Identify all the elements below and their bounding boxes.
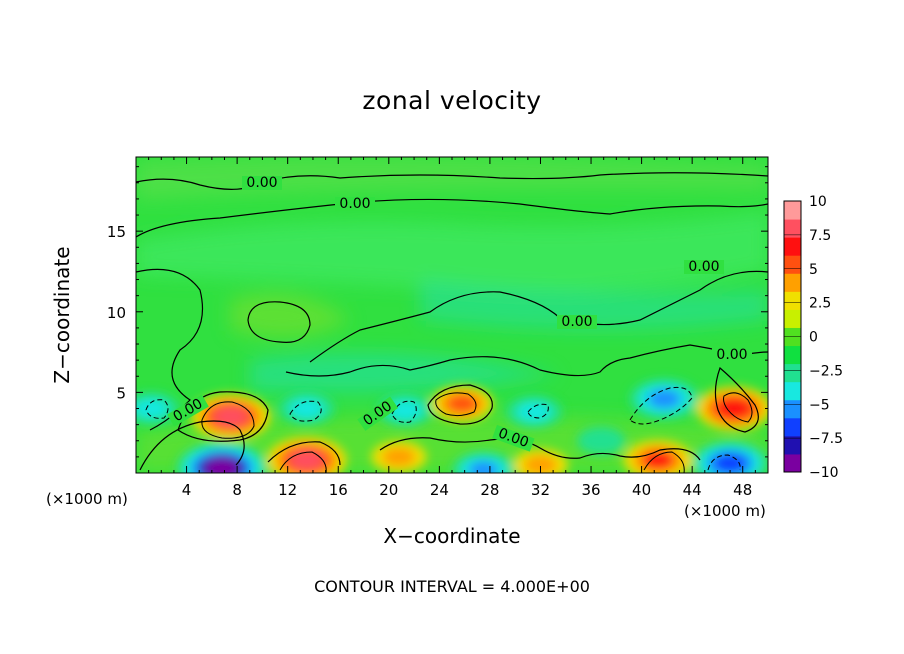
field-band: [136, 212, 768, 293]
contour-label: 0.00: [688, 259, 719, 275]
positive-core: [523, 455, 558, 473]
contour-label-bg: [357, 396, 399, 431]
colorbar-swatch: [784, 435, 801, 455]
negative-contour: [629, 387, 693, 425]
colorbar-tick-label: 5: [809, 262, 818, 278]
x-tick-label: 48: [733, 481, 752, 499]
field-band: [136, 157, 768, 200]
zero-contour: [139, 420, 245, 471]
zero-contour: [136, 172, 768, 190]
contour-label: 0.00: [561, 314, 592, 330]
positive-core: [382, 447, 416, 467]
negative-core: [388, 400, 423, 420]
negative-core: [289, 398, 324, 419]
colorbar-swatch: [784, 219, 801, 238]
colorbar-swatch: [784, 201, 801, 220]
colorbar-tick-label: 2.5: [809, 296, 831, 312]
colorbar-tick-label: −2.5: [809, 363, 843, 379]
contour-label: 0.00: [716, 347, 747, 363]
heatmap-field: [136, 157, 768, 473]
zero-contour: [177, 391, 269, 442]
positive-core: [290, 450, 324, 470]
y-tick-label: 5: [116, 384, 126, 402]
x-tick-label: 24: [430, 481, 449, 499]
negative-contour: [145, 399, 169, 419]
colorbar-swatch: [784, 237, 801, 256]
positive-contour: [435, 392, 477, 417]
positive-contour: [201, 401, 255, 439]
contour-label-bg: [557, 315, 597, 329]
x-tick-label: 40: [632, 481, 651, 499]
y-tick-label: 15: [107, 223, 126, 241]
x-tick-label: 20: [379, 481, 398, 499]
colorbar-swatch: [784, 399, 801, 419]
colorbar-tick-label: −5: [809, 397, 830, 413]
colorbar-tick-label: 0: [809, 330, 818, 346]
negative-core: [714, 454, 746, 473]
x-tick-label: 4: [182, 481, 192, 499]
contour-label-bg: [167, 394, 209, 427]
colorbar-swatch: [784, 309, 801, 328]
contour-label-bg: [712, 348, 752, 362]
positive-contour: [279, 451, 327, 473]
zero-contour: [267, 441, 341, 466]
colorbar-swatch: [784, 381, 801, 401]
x-tick-label: 28: [480, 481, 499, 499]
negative-contour: [707, 454, 741, 471]
positive-contour: [643, 451, 685, 473]
contour-interval-label: CONTOUR INTERVAL = 4.000E+00: [314, 577, 590, 596]
contour-label: 0.00: [339, 196, 370, 212]
zero-contour: [309, 270, 768, 363]
negative-core: [136, 398, 168, 419]
zero-contour: [247, 301, 311, 343]
field-band: [420, 280, 768, 330]
colorbar-tick-label: 10: [809, 194, 827, 210]
negative-contour: [527, 403, 549, 419]
positive-core: [447, 395, 478, 413]
x-axis-label: X−coordinate: [383, 524, 521, 548]
colorbar-swatch: [784, 273, 801, 292]
x-unit-label-right: (×1000 m): [684, 502, 766, 520]
colorbar-swatch: [784, 417, 801, 437]
x-tick-label: 8: [232, 481, 242, 499]
contour-label: 0.00: [246, 175, 277, 191]
colorbar-tick-label: −7.5: [809, 431, 843, 447]
x-tick-label: 44: [683, 481, 702, 499]
contour-label-bg: [242, 176, 282, 190]
colorbar-swatch: [784, 345, 801, 365]
positive-core: [718, 399, 750, 418]
colorbar: 10 7.5 5 2.5 0 −2.5 −5 −7.5 −10: [783, 194, 843, 481]
contour-label-bg: [335, 197, 375, 211]
colorbar-swatch: [784, 363, 801, 383]
colorbar-tick-label: −10: [809, 465, 839, 481]
x-tick-label: 32: [531, 481, 550, 499]
negative-contour: [289, 400, 322, 422]
positive-contour: [723, 392, 753, 423]
zero-contour: [427, 384, 493, 425]
contour-label-bg: [684, 260, 724, 274]
negative-core: [647, 389, 681, 409]
negative-core: [468, 461, 499, 473]
x-tick-label: 12: [278, 481, 297, 499]
colorbar-swatch: [784, 255, 801, 274]
zero-contour: [379, 437, 701, 461]
negative-core: [205, 458, 239, 473]
x-unit-label-left: (×1000 m): [46, 490, 128, 508]
chart-title: zonal velocity: [362, 86, 542, 115]
zero-contour: [714, 366, 759, 433]
y-tick-label: 10: [107, 304, 126, 322]
colorbar-tick-label: 7.5: [809, 228, 831, 244]
contour-label-bg: [492, 424, 535, 452]
negative-core: [586, 432, 616, 450]
x-tick-label: 16: [329, 481, 348, 499]
zero-contour: [136, 198, 768, 238]
field-band: [250, 352, 560, 393]
x-tick-label: 36: [581, 481, 600, 499]
colorbar-swatch: [784, 291, 801, 310]
positive-core: [641, 450, 675, 470]
colorbar-swatch: [784, 453, 801, 473]
